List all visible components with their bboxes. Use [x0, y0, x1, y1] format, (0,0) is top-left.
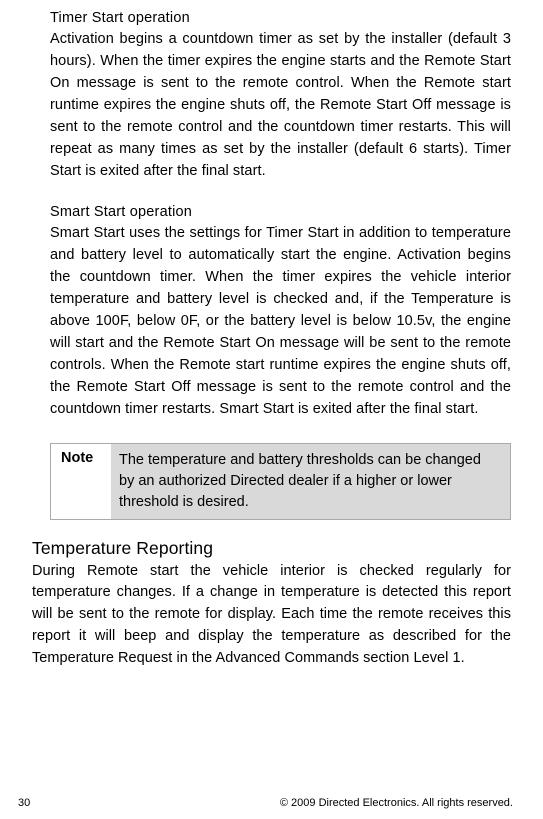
page-footer: 30 © 2009 Directed Electronics. All righ… [0, 797, 543, 809]
note-box: Note The temperature and battery thresho… [50, 443, 511, 520]
smart-start-body: Smart Start uses the settings for Timer … [50, 222, 511, 420]
timer-start-title: Timer Start operation [50, 10, 511, 26]
temperature-reporting-title: Temperature Reporting [32, 538, 511, 559]
temperature-reporting-section: Temperature Reporting During Remote star… [50, 538, 511, 670]
copyright-text: © 2009 Directed Electronics. All rights … [280, 797, 513, 809]
note-label: Note [51, 444, 111, 519]
page-number: 30 [18, 797, 30, 809]
smart-start-section: Smart Start operation Smart Start uses t… [50, 204, 511, 420]
smart-start-title: Smart Start operation [50, 204, 511, 220]
note-content: The temperature and battery thresholds c… [111, 444, 510, 519]
timer-start-section: Timer Start operation Activation begins … [50, 10, 511, 182]
temperature-reporting-body: During Remote start the vehicle interior… [32, 561, 511, 670]
timer-start-body: Activation begins a countdown timer as s… [50, 28, 511, 182]
